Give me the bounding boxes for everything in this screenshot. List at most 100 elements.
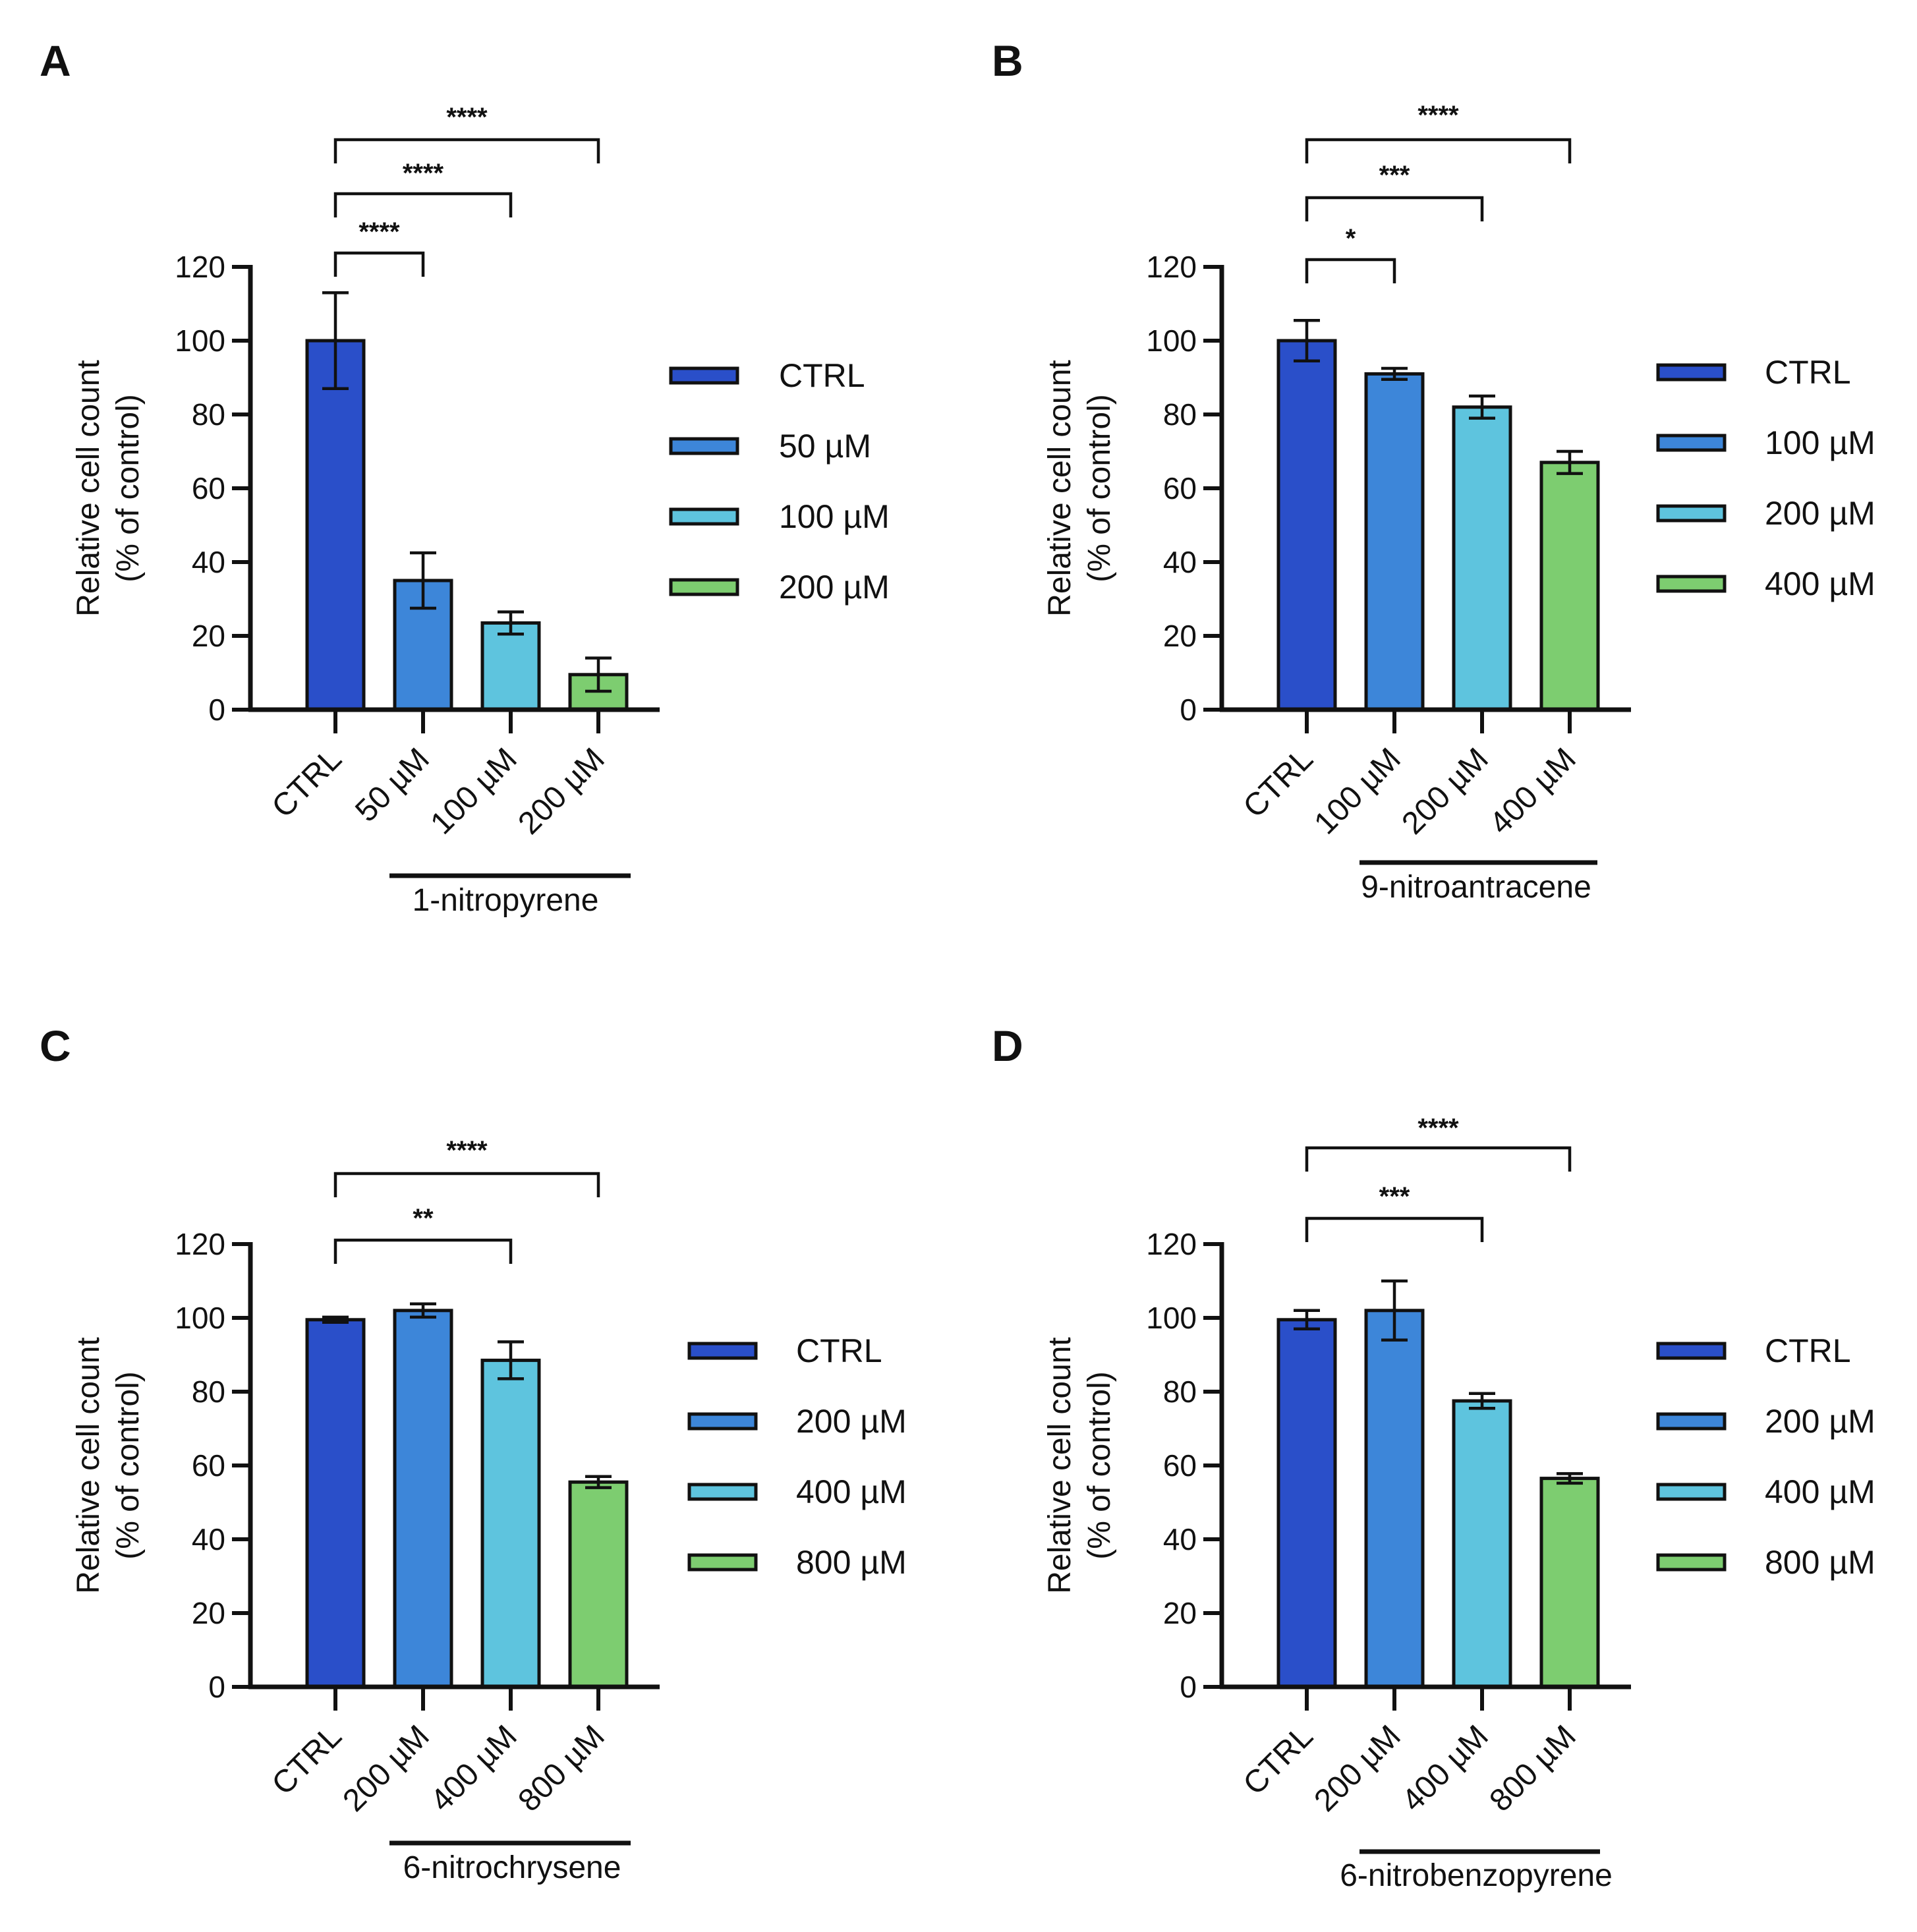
y-tick-label: 0 <box>1180 1670 1197 1704</box>
y-tick-label: 100 <box>175 1301 225 1335</box>
bar-200-um[interactable] <box>393 1309 453 1689</box>
y-axis-label-line1: Relative cell count <box>1043 360 1077 617</box>
y-tick-label: 40 <box>1163 545 1197 579</box>
legend-swatch-800-um <box>687 1553 758 1572</box>
bar-ctrl[interactable] <box>1276 1318 1337 1689</box>
legend: CTRL 50 µM 100 µM 200 µM <box>669 357 890 606</box>
y-tick-label: 20 <box>192 1596 225 1630</box>
significance-stars: **** <box>1417 101 1459 130</box>
panel-label: A <box>40 36 71 85</box>
y-axis-label-line1: Relative cell count <box>1043 1337 1077 1594</box>
significance-bracket: **** <box>333 1136 600 1197</box>
legend-swatch-200-um <box>1656 504 1727 523</box>
significance-bracket: **** <box>333 159 513 217</box>
bar-400-um[interactable] <box>1452 1399 1512 1689</box>
legend: CTRL 200 µM 400 µM 800 µM <box>687 1332 907 1581</box>
y-axis-label-line2: (% of control) <box>111 1371 146 1559</box>
significance-bracket: ** <box>333 1204 513 1264</box>
bar-100-um[interactable] <box>1364 372 1425 712</box>
legend-swatch-ctrl <box>687 1342 758 1360</box>
bar-200-um[interactable] <box>1452 405 1512 712</box>
error-bar-800-um <box>585 1475 612 1489</box>
y-tick-label: 20 <box>192 619 225 653</box>
y-tick-label: 0 <box>1180 693 1197 727</box>
legend: CTRL 200 µM 400 µM 800 µM <box>1656 1332 1875 1581</box>
bracket-line <box>1305 138 1572 163</box>
significance-stars: ** <box>413 1204 434 1233</box>
y-tick-label: 120 <box>1146 250 1197 284</box>
bracket-line <box>1305 1146 1572 1172</box>
bar-100-um[interactable] <box>480 621 541 712</box>
legend-label: CTRL <box>1765 1332 1851 1369</box>
legend-label: CTRL <box>796 1332 882 1369</box>
panel-b: B Relative cell count (% of control) 0 20 40 6… <box>992 36 1875 905</box>
bar-200-um[interactable] <box>1364 1309 1425 1689</box>
y-tick-label: 40 <box>192 1522 225 1556</box>
y-axis-label-line1: Relative cell count <box>71 360 106 617</box>
y-tick-label: 60 <box>1163 1448 1197 1483</box>
error-bar-400-um <box>1469 1392 1495 1410</box>
legend-label: 100 µM <box>779 498 890 535</box>
error-bar-ctrl <box>322 291 349 391</box>
y-tick-label: 60 <box>192 1448 225 1483</box>
bar-ctrl[interactable] <box>1276 339 1337 712</box>
legend-swatch-400-um <box>687 1483 758 1501</box>
legend-swatch-800-um <box>1656 1553 1727 1572</box>
significance-bracket: **** <box>333 217 425 277</box>
legend-label: 200 µM <box>796 1403 907 1440</box>
bar-ctrl[interactable] <box>305 1318 366 1689</box>
legend-swatch-ctrl <box>1656 363 1727 382</box>
error-bar-50-um <box>410 551 436 610</box>
y-axis-label-line2: (% of control) <box>1082 394 1117 582</box>
group-label: 9-nitroantracene <box>1361 870 1591 905</box>
y-tick-label: 40 <box>192 545 225 579</box>
bar-ctrl[interactable] <box>305 339 366 712</box>
significance-bracket: *** <box>1305 161 1484 221</box>
error-bar-800-um <box>1557 1472 1583 1485</box>
bar-800-um[interactable] <box>568 1480 629 1689</box>
y-tick-label: 100 <box>1146 324 1197 358</box>
y-tick-label: 100 <box>1146 1301 1197 1335</box>
bar-400-um[interactable] <box>1539 461 1600 712</box>
legend-label: 50 µM <box>779 428 871 465</box>
y-axis-label: Relative cell count (% of control) <box>71 360 146 617</box>
significance-bracket: *** <box>1305 1182 1484 1242</box>
y-tick-label: 20 <box>1163 1596 1197 1630</box>
error-bar-400-um <box>1557 449 1583 475</box>
y-tick-label: 120 <box>1146 1227 1197 1261</box>
y-tick-label: 0 <box>208 693 225 727</box>
significance-bracket: **** <box>1305 1114 1572 1172</box>
y-axis-label: Relative cell count (% of control) <box>71 1337 146 1594</box>
bracket-line <box>1305 258 1396 283</box>
group-label: 6-nitrobenzopyrene <box>1340 1858 1613 1893</box>
bar-400-um[interactable] <box>480 1358 541 1689</box>
significance-stars: **** <box>446 103 488 132</box>
significance-stars: **** <box>403 159 444 188</box>
y-tick-label: 80 <box>192 397 225 432</box>
legend-swatch-400-um <box>1656 1483 1727 1501</box>
legend-swatch-50-um <box>669 437 739 455</box>
legend-swatch-100-um <box>669 507 739 526</box>
legend-label: 200 µM <box>1765 495 1875 532</box>
error-bar-ctrl <box>1294 318 1320 363</box>
y-tick-label: 60 <box>192 471 225 505</box>
y-tick-label: 40 <box>1163 1522 1197 1556</box>
bar-800-um[interactable] <box>1539 1477 1600 1689</box>
significance-stars: **** <box>446 1136 488 1165</box>
legend: CTRL 100 µM 200 µM 400 µM <box>1656 354 1875 602</box>
legend-swatch-200-um <box>1656 1412 1727 1431</box>
y-tick-label: 120 <box>175 250 225 284</box>
legend-swatch-200-um <box>669 578 739 596</box>
bracket-line <box>333 192 513 217</box>
significance-stars: *** <box>1379 1182 1410 1211</box>
y-tick-label: 0 <box>208 1670 225 1704</box>
error-bar-200-um <box>585 656 612 693</box>
group-label: 1-nitropyrene <box>413 883 599 918</box>
panel-label: C <box>40 1021 71 1070</box>
significance-stars: * <box>1346 224 1356 253</box>
legend-swatch-ctrl <box>669 366 739 385</box>
error-bar-200-um <box>1381 1279 1408 1342</box>
legend-label: 400 µM <box>796 1473 907 1510</box>
